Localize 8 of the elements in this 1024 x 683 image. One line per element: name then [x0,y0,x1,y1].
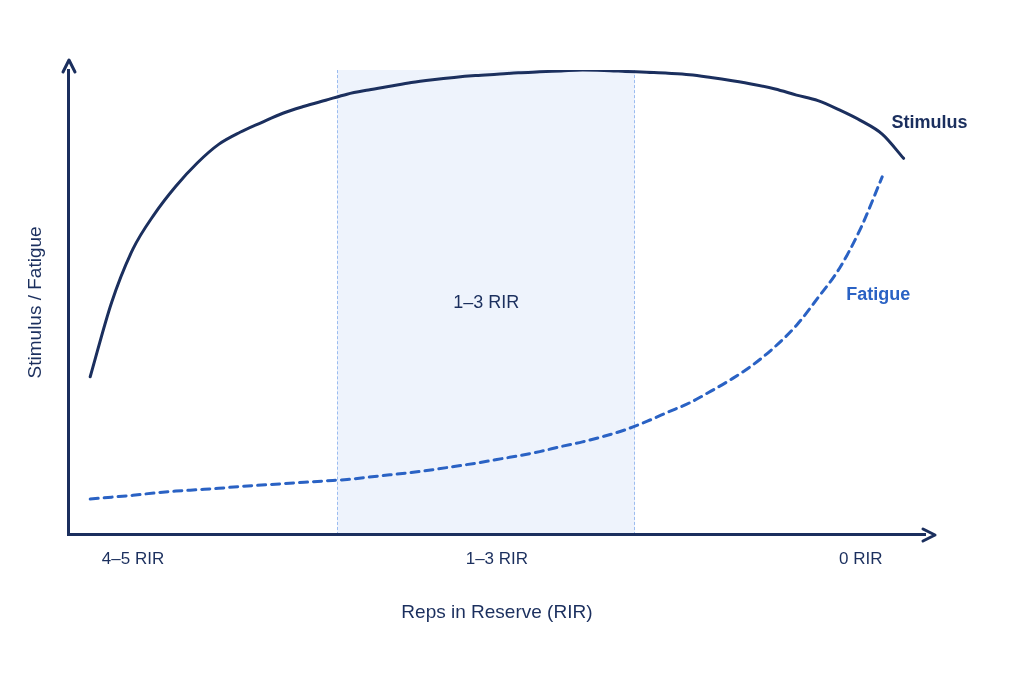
annotation: 1–3 RIR [452,291,521,314]
y-axis-title: Stimulus / Fatigue [23,226,45,379]
series-label: Stimulus [891,112,968,133]
series-label: Fatigue [846,283,911,304]
x-tick-label: 4–5 RIR [101,548,165,568]
x-axis-title: Reps in Reserve (RIR) [401,600,593,622]
x-tick-label: 0 RIR [839,548,883,568]
x-tick-label: 1–3 RIR [465,548,529,568]
